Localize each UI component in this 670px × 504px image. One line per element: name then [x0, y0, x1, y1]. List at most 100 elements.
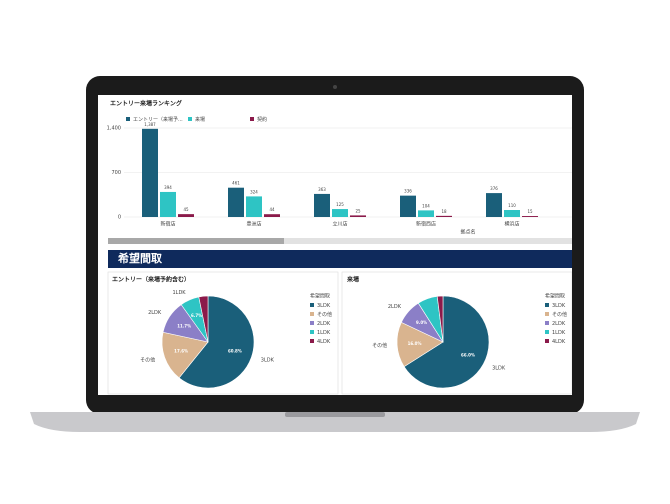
x-tick-label: 新宿店: [160, 221, 175, 228]
slice-label: 66.0%: [461, 353, 475, 358]
legend-swatch: [310, 330, 314, 334]
bar: [486, 193, 502, 217]
pie-slice: [161, 331, 209, 379]
bar: [350, 215, 366, 217]
legend-swatch: [126, 117, 130, 121]
value-label: 324: [250, 189, 258, 194]
bar: [504, 210, 520, 217]
legend-label: 4LDK: [552, 339, 566, 345]
legend-swatch: [188, 117, 192, 121]
pie-slice: [403, 295, 490, 389]
chart-title: エントリー（来場予約含む）: [112, 276, 190, 284]
x-axis-label: 拠点名: [460, 229, 475, 236]
legend-swatch: [310, 321, 314, 325]
section-header: [108, 250, 572, 268]
legend-label: 契約: [257, 116, 267, 123]
legend-label: 2LDK: [552, 321, 566, 327]
pie-slice: [178, 295, 255, 389]
legend-label: その他: [552, 311, 567, 318]
legend-swatch: [545, 312, 549, 316]
laptop-notch: [285, 412, 385, 417]
y-tick-label: 700: [111, 170, 121, 176]
legend-swatch: [545, 303, 549, 307]
legend-label: 1LDK: [552, 330, 566, 336]
bar: [522, 216, 538, 217]
slice-label: 16.0%: [408, 341, 422, 346]
value-label: 44: [269, 207, 275, 212]
value-label: 45: [183, 207, 189, 212]
legend-swatch: [310, 339, 314, 343]
slice-category: 3LDK: [261, 357, 275, 363]
bar: [264, 214, 280, 217]
x-tick-label: 立川店: [332, 221, 347, 228]
legend-label: その他: [317, 311, 332, 318]
y-tick-label: 1,400: [107, 126, 121, 132]
bar: [314, 193, 330, 217]
chart-title: エントリー来場ランキング: [110, 100, 182, 108]
bar: [436, 215, 452, 217]
section-title: 希望間取: [117, 251, 162, 265]
value-label: 363: [318, 187, 326, 192]
bar: [142, 128, 158, 217]
legend-label: 1LDK: [317, 330, 331, 336]
legend-swatch: [545, 339, 549, 343]
legend-label: 4LDK: [317, 339, 331, 345]
bar: [160, 191, 176, 217]
value-label: 1,387: [144, 122, 156, 127]
y-tick-label: 0: [118, 215, 121, 221]
pie-slice: [198, 295, 209, 343]
value-label: 18: [441, 209, 447, 214]
bar: [246, 196, 262, 217]
legend-label: 3LDK: [552, 303, 566, 309]
slice-label: 11.7%: [177, 323, 191, 328]
slice-category: その他: [140, 356, 155, 363]
bar: [178, 214, 194, 217]
value-label: 461: [232, 181, 240, 186]
legend-swatch: [545, 330, 549, 334]
bar: [228, 187, 244, 217]
slice-category: 2LDK: [388, 304, 402, 310]
x-tick-label: 横浜店: [504, 221, 519, 228]
value-label: 336: [404, 189, 412, 194]
laptop-base: [30, 412, 640, 432]
value-label: 125: [336, 202, 344, 207]
slice-category: その他: [372, 342, 387, 349]
slice-category: 2LDK: [148, 310, 162, 316]
value-label: 15: [527, 209, 533, 214]
legend-swatch: [545, 321, 549, 325]
scrollbar-track: [108, 238, 572, 244]
bar: [400, 195, 416, 217]
legend-swatch: [310, 303, 314, 307]
camera: [333, 85, 337, 89]
slice-label: 60.8%: [228, 348, 242, 353]
legend-label: 2LDK: [317, 321, 331, 327]
legend-title: 希望間取: [310, 293, 330, 300]
x-tick-label: 豊洲店: [246, 221, 261, 228]
legend-label: 来場: [195, 116, 205, 123]
scrollbar-thumb: [108, 238, 284, 244]
value-label: 376: [490, 186, 498, 191]
value-label: 25: [355, 208, 361, 213]
pie-slice: [396, 322, 444, 368]
bar: [418, 210, 434, 217]
slice-label: 9.0%: [416, 320, 427, 325]
legend-label: エントリー（来場予...: [133, 116, 183, 123]
legend-swatch: [310, 312, 314, 316]
chart-title: 来場: [347, 276, 359, 284]
legend-title: 希望間取: [545, 293, 565, 300]
panel: [341, 271, 572, 395]
panel: [107, 271, 339, 395]
legend-label: 3LDK: [317, 303, 331, 309]
x-tick-label: 新宿西店: [416, 221, 436, 228]
bar: [332, 209, 348, 217]
slice-label: 17.6%: [174, 348, 188, 353]
slice-category: 3LDK: [492, 366, 506, 372]
value-label: 104: [422, 203, 430, 208]
value-label: 110: [508, 203, 516, 208]
value-label: 394: [164, 185, 172, 190]
pie-slice: [436, 295, 444, 343]
slice-category: 1LDK: [172, 290, 186, 296]
slice-label: 6.7%: [191, 313, 202, 318]
